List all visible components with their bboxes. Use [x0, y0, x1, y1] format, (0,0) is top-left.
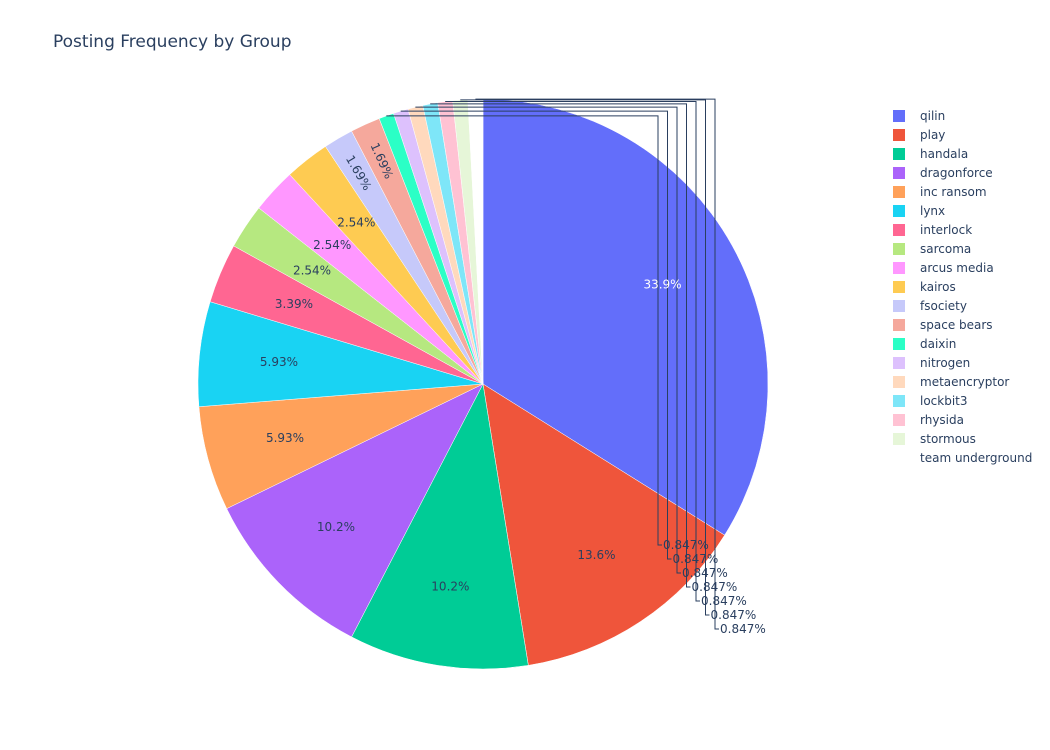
- leader-line-team-underground: [475, 98, 719, 630]
- legend: qilin play handala dragonforce inc ransom lyn…: [893, 106, 1032, 467]
- legend-swatch: [893, 356, 905, 369]
- legend-label: sarcoma: [920, 241, 972, 256]
- leader-line-daixin: [386, 115, 662, 546]
- pie-label-daixin: 0.847%: [663, 538, 709, 552]
- legend-item-sarcoma[interactable]: sarcoma: [893, 239, 1032, 258]
- legend-swatch: [893, 432, 905, 445]
- legend-item-daixin[interactable]: daixin: [893, 334, 1032, 353]
- legend-label: nitrogen: [920, 355, 971, 370]
- pie-label-qilin: 33.9%: [643, 278, 681, 292]
- legend-swatch: [893, 147, 905, 160]
- legend-item-rhysida[interactable]: rhysida: [893, 410, 1032, 429]
- legend-label: dragonforce: [920, 165, 993, 180]
- pie-label-dragonforce: 10.2%: [317, 520, 355, 534]
- legend-swatch: [893, 375, 905, 388]
- legend-swatch: [893, 261, 905, 274]
- legend-item-handala[interactable]: handala: [893, 144, 1032, 163]
- pie-label-kairos: 2.54%: [337, 216, 375, 230]
- legend-swatch: [893, 128, 905, 141]
- legend-label: team underground: [920, 450, 1033, 465]
- pie-slice-dragonforce[interactable]: [226, 383, 484, 638]
- legend-label: lynx: [920, 203, 946, 218]
- legend-label: qilin: [920, 108, 946, 123]
- legend-swatch: [893, 394, 905, 407]
- legend-item-metaencryptor[interactable]: metaencryptor: [893, 372, 1032, 391]
- legend-item-stormous[interactable]: stormous: [893, 429, 1032, 448]
- legend-item-team-underground[interactable]: team underground: [893, 448, 1032, 467]
- chart-title: Posting Frequency by Group: [53, 32, 292, 52]
- pie-slice-handala[interactable]: [351, 383, 529, 670]
- pie-label-lynx: 5.93%: [260, 355, 298, 369]
- legend-label: play: [920, 127, 946, 142]
- legend-label: daixin: [920, 336, 957, 351]
- legend-swatch: [893, 109, 905, 122]
- pie-label-stormous: 0.847%: [711, 608, 757, 622]
- legend-item-space-bears[interactable]: space bears: [893, 315, 1032, 334]
- legend-swatch: [893, 204, 905, 217]
- leader-line-stormous: [460, 99, 710, 616]
- legend-label: arcus media: [920, 260, 994, 275]
- legend-swatch: [893, 223, 905, 236]
- pie-label-metaencryptor: 0.847%: [682, 566, 728, 580]
- legend-item-nitrogen[interactable]: nitrogen: [893, 353, 1032, 372]
- pie-label-inc-ransom: 5.93%: [266, 431, 304, 445]
- legend-swatch: [893, 242, 905, 255]
- legend-item-lockbit3[interactable]: lockbit3: [893, 391, 1032, 410]
- legend-swatch: [893, 337, 905, 350]
- pie-label-handala: 10.2%: [431, 580, 469, 594]
- leader-line-metaencryptor: [415, 106, 681, 574]
- legend-item-inc-ransom[interactable]: inc ransom: [893, 182, 1032, 201]
- legend-swatch: [893, 185, 905, 198]
- legend-item-lynx[interactable]: lynx: [893, 201, 1032, 220]
- legend-label: handala: [920, 146, 969, 161]
- pie-label-rhysida: 0.847%: [701, 594, 747, 608]
- pie-label-interlock: 3.39%: [275, 297, 313, 311]
- legend-label: metaencryptor: [920, 374, 1010, 389]
- leader-line-lockbit3: [430, 103, 691, 588]
- pie-slice-play[interactable]: [482, 383, 725, 666]
- pie-label-sarcoma: 2.54%: [293, 264, 331, 278]
- pie-label-play: 13.6%: [577, 548, 615, 562]
- legend-swatch: [893, 451, 905, 464]
- legend-label: kairos: [920, 279, 956, 294]
- legend-label: interlock: [920, 222, 973, 237]
- legend-label: rhysida: [920, 412, 964, 427]
- legend-item-dragonforce[interactable]: dragonforce: [893, 163, 1032, 182]
- pie-label-arcus-media: 2.54%: [313, 238, 351, 252]
- legend-label: fsociety: [920, 298, 967, 313]
- pie-leader-lines: [386, 98, 719, 630]
- leader-line-nitrogen: [400, 110, 672, 560]
- legend-swatch: [893, 413, 905, 426]
- legend-swatch: [893, 318, 905, 331]
- legend-swatch: [893, 166, 905, 179]
- legend-label: stormous: [920, 431, 976, 446]
- legend-swatch: [893, 299, 905, 312]
- legend-item-qilin[interactable]: qilin: [893, 106, 1032, 125]
- legend-label: space bears: [920, 317, 993, 332]
- legend-item-arcus-media[interactable]: arcus media: [893, 258, 1032, 277]
- legend-item-fsociety[interactable]: fsociety: [893, 296, 1032, 315]
- pie-label-nitrogen: 0.847%: [673, 552, 719, 566]
- legend-item-play[interactable]: play: [893, 125, 1032, 144]
- legend-label: inc ransom: [920, 184, 987, 199]
- pie-label-lockbit3: 0.847%: [692, 580, 738, 594]
- legend-item-kairos[interactable]: kairos: [893, 277, 1032, 296]
- pie-label-team-underground: 0.847%: [720, 622, 766, 636]
- legend-item-interlock[interactable]: interlock: [893, 220, 1032, 239]
- pie-slices: [197, 98, 769, 670]
- leader-line-rhysida: [445, 101, 700, 602]
- legend-swatch: [893, 280, 905, 293]
- legend-label: lockbit3: [920, 393, 968, 408]
